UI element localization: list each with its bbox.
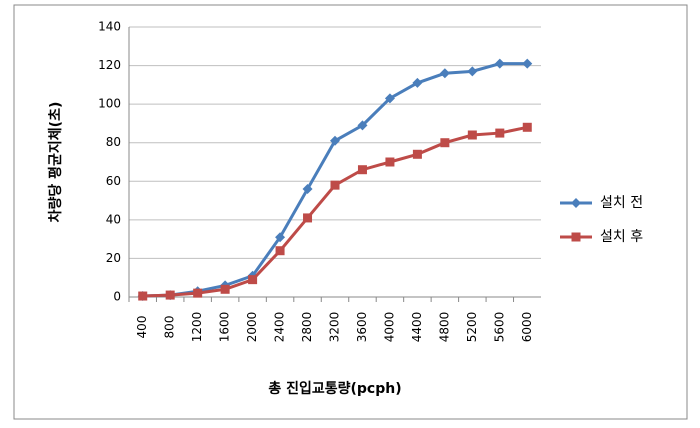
data-point (522, 58, 533, 69)
data-point (138, 291, 148, 301)
data-point (302, 184, 313, 194)
x-tick-label: 1200 (190, 312, 204, 343)
data-point (522, 122, 532, 132)
y-tick-label: 0 (113, 290, 121, 304)
x-tick-label: 2000 (245, 312, 259, 343)
data-point (571, 232, 581, 242)
data-point (357, 165, 367, 175)
x-tick-label: 4800 (437, 312, 451, 343)
y-tick-label: 100 (98, 97, 121, 111)
data-point (467, 66, 478, 77)
y-tick-label: 140 (98, 20, 121, 34)
y-tick-label: 80 (106, 135, 121, 149)
data-point (330, 135, 340, 146)
x-tick-label: 800 (163, 316, 177, 339)
x-tick-label: 5200 (465, 312, 479, 343)
x-tick-label: 3200 (328, 312, 342, 343)
y-tick-label: 60 (106, 174, 121, 188)
data-point (220, 284, 230, 294)
x-tick-label: 2400 (273, 312, 287, 343)
data-point (248, 275, 258, 285)
x-tick-label: 4400 (410, 312, 424, 343)
data-point (494, 58, 505, 69)
chart-border (13, 4, 688, 420)
data-point (439, 68, 450, 79)
data-point (467, 130, 477, 140)
legend-label: 설치 전 (600, 195, 643, 211)
data-point (303, 213, 313, 223)
data-point (412, 77, 423, 88)
y-tick-label: 40 (106, 212, 121, 226)
data-point (357, 120, 368, 131)
x-tick-label: 3600 (355, 312, 369, 343)
x-tick-label: 400 (135, 316, 149, 339)
data-point (440, 138, 450, 148)
y-tick-label: 120 (98, 58, 121, 72)
legend-label: 설치 후 (600, 229, 643, 245)
data-point (165, 290, 175, 300)
y-tick-label: 20 (106, 251, 121, 265)
x-tick-label: 6000 (520, 312, 534, 343)
x-tick-label: 1600 (218, 312, 232, 343)
x-tick-label: 2800 (300, 312, 314, 343)
data-point (412, 149, 422, 159)
x-tick-label: 4000 (382, 312, 396, 343)
data-point (571, 198, 581, 208)
y-axis-title: 차량당 평균지체(초) (47, 102, 64, 223)
x-tick-label: 5600 (492, 312, 506, 343)
data-point (193, 288, 203, 298)
data-point (275, 232, 286, 243)
data-point (384, 93, 395, 104)
data-point (385, 157, 395, 167)
x-axis-title: 총 진입교통량(pcph) (268, 380, 401, 397)
data-point (275, 246, 285, 256)
data-point (330, 180, 340, 190)
data-point (495, 128, 505, 138)
